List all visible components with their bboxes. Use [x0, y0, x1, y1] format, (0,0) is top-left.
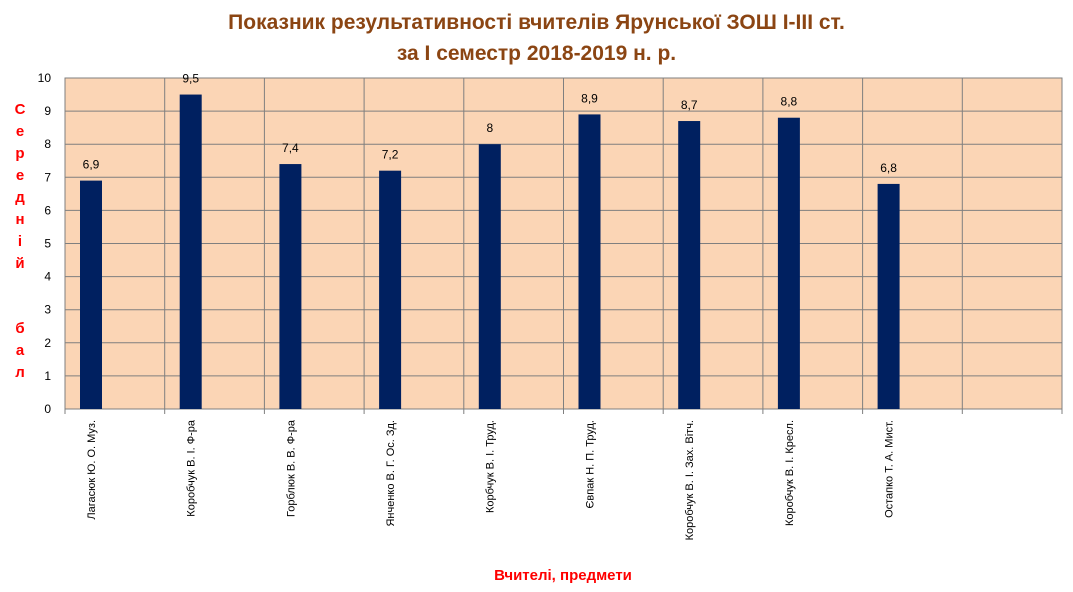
bar-value-label: 6,8 [880, 161, 897, 175]
bar [179, 94, 202, 410]
y-tick-label: 9 [44, 104, 51, 118]
y-axis-title-letter: е [15, 123, 25, 140]
chart-title-line-1: Показник результативності вчителів Ярунс… [228, 11, 845, 34]
y-axis-title-letter: а [15, 342, 25, 359]
y-tick-label: 0 [44, 402, 51, 416]
x-tick-label: Корбчук В. І. Труд. [485, 420, 497, 513]
y-tick-label: 3 [44, 303, 51, 317]
y-tick-label: 5 [44, 237, 51, 251]
bar [379, 170, 402, 409]
x-tick-label: Коробчук В. І. Ф-ра [186, 419, 198, 517]
y-axis-title-letter: й [15, 255, 25, 272]
x-axis-title: Вчителі, предмети [494, 567, 632, 584]
x-tick-label: Євпак Н. П. Труд. [584, 420, 596, 508]
y-tick-label: 2 [44, 336, 51, 350]
bar [478, 144, 501, 409]
bar-value-label: 8,8 [781, 95, 798, 109]
y-axis-title-letter: н [15, 211, 25, 228]
y-tick-label: 10 [38, 71, 52, 85]
y-axis-title-letter: б [15, 320, 25, 337]
y-axis-title-letter: л [15, 364, 25, 381]
y-axis-title-letter: д [15, 189, 25, 206]
bar-value-label: 8 [486, 121, 493, 135]
bar-value-label: 8,9 [581, 91, 598, 105]
bar [777, 117, 800, 409]
x-tick-label: Горблюк В. В. Ф-ра [285, 419, 297, 517]
y-tick-label: 4 [44, 270, 51, 284]
y-axis-title-letter: р [15, 145, 25, 162]
bar-value-label: 9,5 [182, 72, 199, 86]
bar-value-label: 8,7 [681, 98, 698, 112]
y-tick-label: 7 [44, 170, 51, 184]
chart-title-line-2: за І семестр 2018-2019 н. р. [396, 42, 677, 65]
x-tick-label: Коробчук В. І. Кресл. [784, 420, 796, 526]
y-axis-title-letter: і [17, 233, 23, 250]
y-tick-label: 1 [44, 369, 51, 383]
y-axis-title-letter: е [15, 167, 25, 184]
y-tick-label: 6 [44, 203, 51, 217]
y-tick-label: 8 [44, 137, 51, 151]
x-tick-label: Янченко В. Г. Ос. Зд. [385, 420, 397, 527]
bar [578, 114, 601, 409]
bar [279, 164, 302, 409]
bar [678, 121, 701, 409]
bar-value-label: 7,4 [282, 141, 299, 155]
bar-value-label: 7,2 [382, 148, 399, 162]
x-tick-label: Коробчук В. І. Зах. Вітч. [684, 420, 696, 540]
bar-value-label: 6,9 [83, 158, 100, 172]
y-axis-title-letter: С [14, 101, 26, 118]
x-tick-label: Лагасюк Ю. О. Муз. [86, 420, 98, 520]
x-tick-label: Остапко Т. А. Мист. [883, 420, 895, 518]
bar [877, 183, 900, 409]
bar [80, 180, 102, 409]
